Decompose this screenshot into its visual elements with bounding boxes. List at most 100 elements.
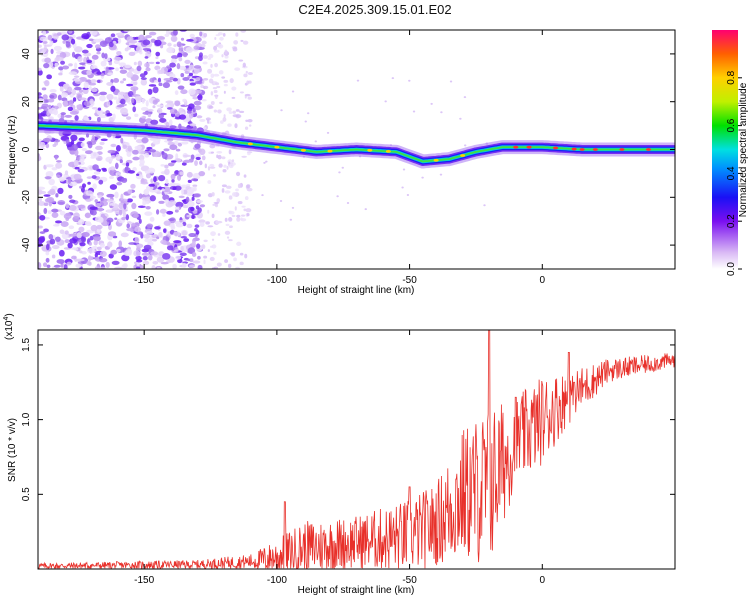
spectrogram-cell <box>66 261 72 266</box>
spectrogram-cell <box>232 114 239 118</box>
spectrogram-cell <box>168 119 173 126</box>
spectrogram-cell <box>135 255 142 261</box>
spectrogram-cell <box>67 106 74 112</box>
spectrogram-cell <box>200 43 206 48</box>
spectrogram-cell <box>176 41 182 48</box>
spectrogram-cell <box>38 67 42 72</box>
spectrogram-cell <box>341 166 344 169</box>
spectrogram-cell <box>136 261 140 267</box>
spectrogram-cell <box>201 40 207 45</box>
spectral-ridge <box>38 118 675 169</box>
spectrogram-cell <box>142 47 151 51</box>
spectrogram-cell <box>77 204 86 209</box>
spectrogram-cell <box>120 193 124 201</box>
spectrogram-cell <box>142 116 147 119</box>
spectrogram-cell <box>231 159 235 163</box>
spectrogram-cell <box>247 119 253 123</box>
spectrogram-cell <box>199 160 203 166</box>
spectrogram-cell <box>208 105 214 109</box>
spectrogram-cell <box>191 251 197 258</box>
spectrogram-cell <box>141 98 145 104</box>
spectrogram-cell <box>101 52 106 59</box>
spectrogram-cell <box>182 160 191 163</box>
spectrogram-cell <box>306 112 310 115</box>
spectrogram-cell <box>207 57 212 60</box>
spectrogram-cell <box>201 99 207 102</box>
spectrogram-cell <box>106 193 115 198</box>
spectrogram-cell <box>124 95 128 101</box>
spectrogram-cell <box>56 174 61 178</box>
spectrogram-cell <box>43 202 49 207</box>
spectrogram-cell <box>228 149 232 155</box>
spectrogram-cell <box>244 126 249 130</box>
spectrogram-cell <box>71 144 79 151</box>
spectrogram-cell <box>107 72 114 76</box>
y-tick-label: 20 <box>21 96 32 108</box>
y-tick-label: 1.0 <box>21 412 32 426</box>
spectrogram-cell <box>49 89 57 93</box>
spectrogram-cell <box>161 59 167 64</box>
spectrogram-cell <box>71 255 77 260</box>
spectrogram-cell <box>53 264 61 268</box>
spectrogram-cell <box>195 156 201 161</box>
ridge-hotspot <box>327 149 333 153</box>
spectrogram-cell <box>193 67 200 74</box>
spectrogram-cell <box>280 109 283 112</box>
spectrogram-cell <box>145 173 151 179</box>
spectrogram-cell <box>237 183 242 189</box>
colorbar-ticks: 0.0 0.2 0.4 0.6 0.8 <box>726 70 742 276</box>
spectrogram-cell <box>68 204 77 211</box>
spectrogram-cell <box>218 42 222 45</box>
spectrogram-cell <box>228 210 235 215</box>
spectrogram-cell <box>44 176 52 180</box>
spectrogram-cell <box>147 167 156 174</box>
spectrogram-cell <box>102 111 107 115</box>
spectrogram-cell <box>91 175 97 179</box>
spectrogram-cell <box>57 94 62 101</box>
spectrogram-cell <box>178 195 185 199</box>
spectrogram-cell <box>202 77 209 81</box>
spectrogram-cell <box>54 154 58 160</box>
spectrogram-cell <box>152 140 161 145</box>
spectrogram-cell <box>234 206 237 211</box>
spectrogram-cell <box>222 169 227 173</box>
spectrogram-cell <box>221 54 224 58</box>
spectrogram-cell <box>170 35 178 42</box>
spectrogram-cell <box>42 40 48 44</box>
spectrogram-cell <box>110 143 117 148</box>
spectrogram-cell <box>126 223 131 229</box>
spectrogram-cell <box>155 51 161 57</box>
snr-y-ticks: 0.5 1.0 1.5 <box>21 338 675 501</box>
spectrogram-cell <box>148 31 157 36</box>
spectrogram-cell <box>193 45 200 50</box>
spectrogram-cell <box>384 100 387 103</box>
spectrogram-cell <box>143 234 151 239</box>
spectrogram-cell <box>100 138 108 142</box>
spectrogram-cell <box>219 36 224 41</box>
spectrogram-cell <box>57 199 66 206</box>
spectrogram-cell <box>188 103 195 110</box>
spectrogram-cell <box>42 137 51 143</box>
spectrogram-cell <box>243 208 247 212</box>
spectrogram-cell <box>70 38 76 45</box>
spectrogram-cell <box>247 96 252 100</box>
spectrogram-cell <box>178 107 184 114</box>
spectrogram-cell <box>196 115 203 119</box>
spectrogram-cell <box>155 61 160 65</box>
spectrogram-cell <box>39 214 46 221</box>
spectrogram-cell <box>115 135 122 139</box>
spectrogram-cell <box>157 77 162 83</box>
spectrogram-cell <box>74 46 83 53</box>
spectrogram-cell <box>248 124 252 127</box>
x-tick-label: -150 <box>134 275 154 286</box>
spectrogram-cell <box>186 110 192 114</box>
spectrogram-cell <box>97 79 101 84</box>
spectrogram-cell <box>149 216 155 222</box>
spectrogram-cell <box>209 163 215 167</box>
spectrogram-cell <box>43 63 50 69</box>
spectrogram-cell <box>210 101 215 106</box>
ridge-hotspot <box>460 154 466 157</box>
spectrogram-cell <box>152 238 157 242</box>
spectrogram-cell <box>112 37 119 42</box>
spectrogram-cell <box>92 164 99 171</box>
